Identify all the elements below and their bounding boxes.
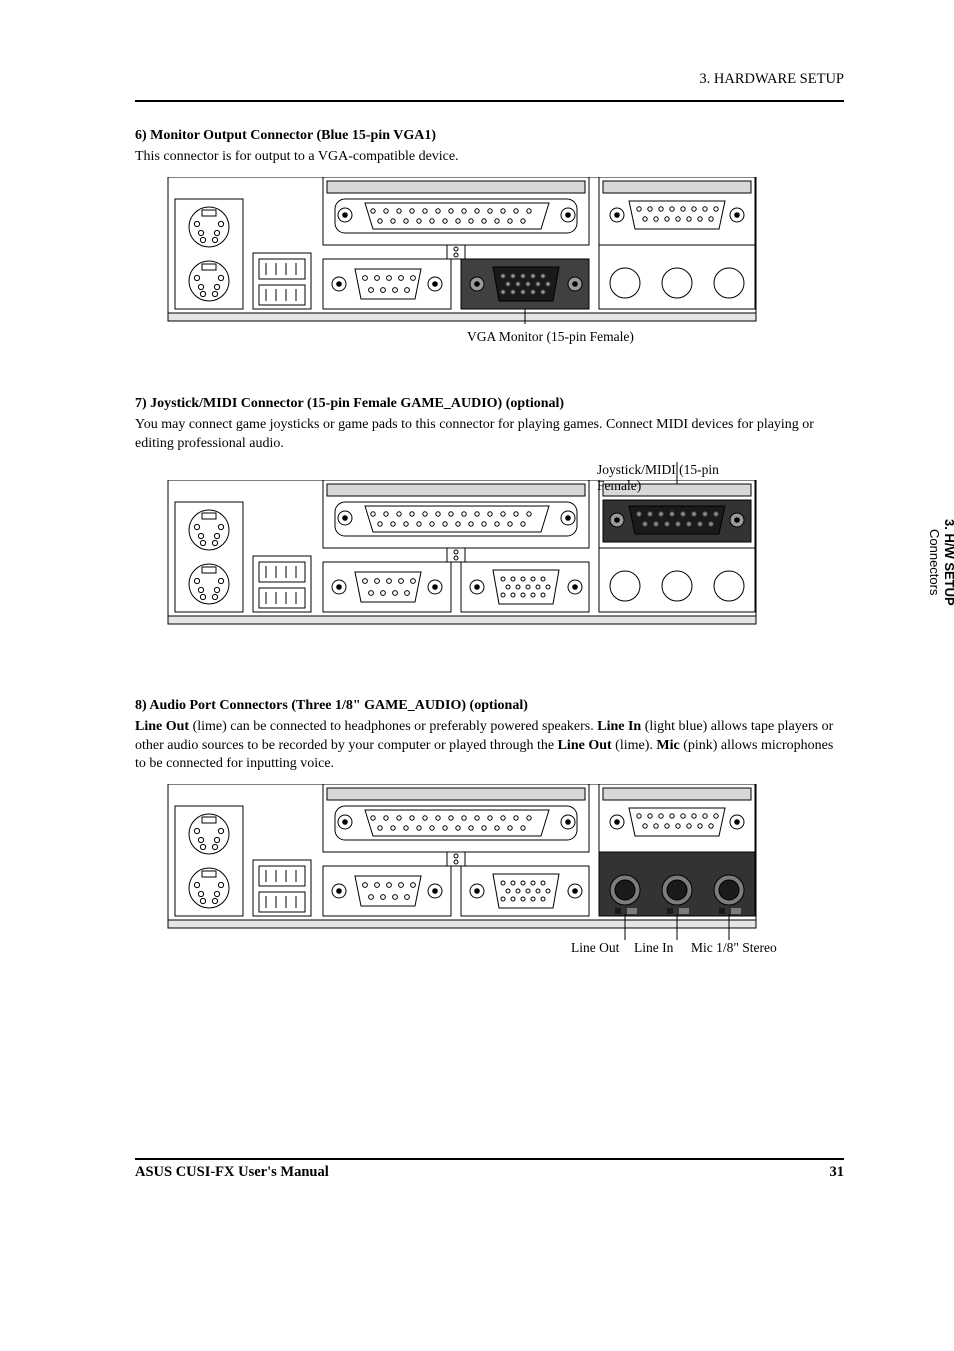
section6-body: This connector is for output to a VGA-co… — [135, 148, 844, 167]
section7-title: 7) Joystick/MIDI Connector (15-pin Femal… — [135, 396, 844, 412]
callout-mic: Mic 1/8" Stereo — [691, 940, 791, 956]
section6-title: 6) Monitor Output Connector (Blue 15-pin… — [135, 128, 844, 144]
section8-body: Line Out (lime) can be connected to head… — [135, 718, 844, 775]
header-rule — [135, 100, 844, 102]
chapter-heading: 3. HARDWARE SETUP — [135, 71, 844, 88]
io-panel-diagram-game: Joystick/MIDI (15-pin Female) — [167, 480, 757, 626]
footer-rule — [135, 1158, 844, 1160]
footer-page-number: 31 — [830, 1164, 845, 1181]
section8-title: 8) Audio Port Connectors (Three 1/8" GAM… — [135, 698, 844, 714]
callout-vga: VGA Monitor (15-pin Female) — [467, 329, 634, 345]
side-tab: 3. H/W SETUP Connectors — [926, 516, 954, 609]
section7-body: You may connect game joysticks or game p… — [135, 416, 844, 454]
io-panel-diagram-audio: Line Out Line In Mic 1/8" Stereo — [167, 784, 757, 948]
callout-linein: Line In — [634, 940, 673, 956]
footer-manual-title: ASUS CUSI-FX User's Manual — [135, 1164, 329, 1181]
callout-lineout: Line Out — [571, 940, 619, 956]
io-panel-diagram-vga: VGA Monitor (15-pin Female) — [167, 177, 757, 324]
